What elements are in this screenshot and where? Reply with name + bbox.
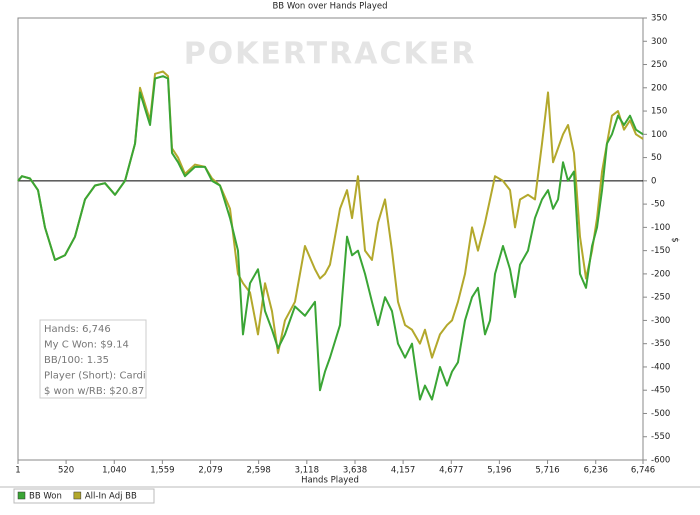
legend-swatch xyxy=(17,491,26,500)
y-tick-label: -50 xyxy=(651,200,665,210)
info-text: Player (Short): Cardi xyxy=(44,371,146,382)
y-tick-label: 150 xyxy=(651,107,667,117)
x-tick-label: 2,079 xyxy=(198,466,222,476)
x-tick-label: 5,716 xyxy=(535,466,559,476)
y-tick-label: 50 xyxy=(651,153,662,163)
y-tick-label: -300 xyxy=(651,316,670,326)
info-text: BB/100: 1.35 xyxy=(44,355,109,366)
y-tick-label: 250 xyxy=(651,60,667,70)
y-tick-label: -350 xyxy=(651,339,670,349)
x-tick-label: 1,040 xyxy=(102,466,126,476)
y-tick-label: -200 xyxy=(651,269,670,279)
y-tick-label: -250 xyxy=(651,293,670,303)
y-tick-label: 300 xyxy=(651,37,667,47)
y-tick-label: -100 xyxy=(651,223,670,233)
plot-frame xyxy=(17,17,644,461)
y-tick-label: -600 xyxy=(651,456,670,466)
y-tick-label: -550 xyxy=(651,432,670,442)
series-line xyxy=(17,75,644,401)
legend-label: All-In Adj BB xyxy=(85,492,137,502)
y-tick-label: 0 xyxy=(651,176,656,186)
x-tick-label: 6,236 xyxy=(584,466,608,476)
info-text: Hands: 6,746 xyxy=(44,324,111,335)
y-tick-label: -500 xyxy=(651,409,670,419)
info-box xyxy=(39,319,147,399)
legend xyxy=(13,488,155,504)
legend-swatch xyxy=(73,491,82,500)
x-tick-label: 6,746 xyxy=(631,466,655,476)
y-tick-label: 200 xyxy=(651,83,667,93)
y-tick-label: 350 xyxy=(651,14,667,24)
x-tick-label: 520 xyxy=(58,466,74,476)
x-tick-label: 2,598 xyxy=(246,466,270,476)
chart-title: BB Won over Hands Played xyxy=(272,2,387,12)
watermark: POKERTRACKER xyxy=(184,37,477,72)
y-tick-label: -150 xyxy=(651,246,670,256)
series-line xyxy=(17,70,644,359)
x-axis-label: Hands Played xyxy=(301,476,359,486)
x-tick-label: 3,118 xyxy=(295,466,319,476)
x-tick-label: 5,196 xyxy=(487,466,511,476)
info-text: My C Won: $9.14 xyxy=(44,340,129,351)
x-tick-label: 4,677 xyxy=(439,466,463,476)
x-tick-label: 1,559 xyxy=(150,466,174,476)
y-tick-label: -450 xyxy=(651,386,670,396)
x-tick-label: 1 xyxy=(15,466,20,476)
y-axis-label: $ xyxy=(670,237,680,242)
y-tick-label: -400 xyxy=(651,362,670,372)
x-tick-label: 3,638 xyxy=(343,466,367,476)
legend-label: BB Won xyxy=(29,492,62,502)
info-text: $ won w/RB: $20.87 xyxy=(44,386,144,397)
y-tick-label: 100 xyxy=(651,130,667,140)
x-tick-label: 4,157 xyxy=(391,466,415,476)
